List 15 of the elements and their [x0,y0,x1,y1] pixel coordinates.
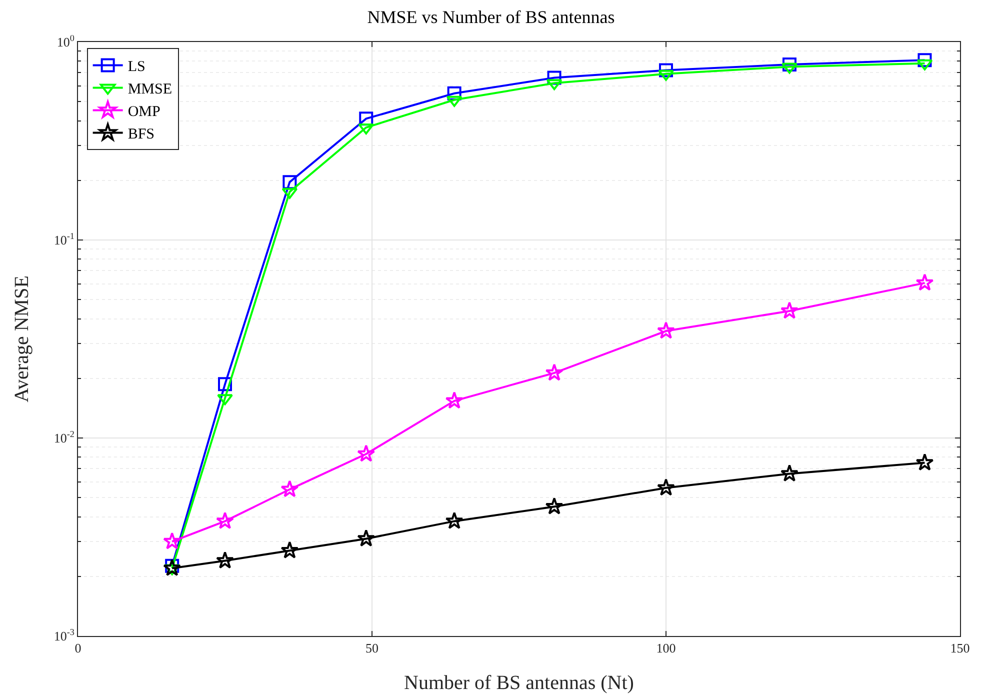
chart-title: NMSE vs Number of BS antennas [367,7,615,28]
legend-label: OMP [128,104,160,120]
x-axis-title: Number of BS antennas (Nt) [404,672,634,694]
y-tick-label: 10$^{-2}$ [54,429,75,446]
x-tick-label: 50 [366,640,378,656]
y-axis-title: Average NMSE [11,276,33,402]
y-tick-label: 10$^{-1}$ [54,231,74,248]
legend-label: MMSE [128,82,172,98]
x-tick-label: 0 [74,640,82,656]
y-tick-label: 10$^{0}$ [56,33,75,50]
y-tick-label: 10$^{-3}$ [54,627,75,644]
x-tick-label: 150 [950,640,970,656]
legend-label: LS [128,59,146,76]
legend-label: BFS [128,126,155,143]
x-tick-label: 100 [656,640,676,656]
